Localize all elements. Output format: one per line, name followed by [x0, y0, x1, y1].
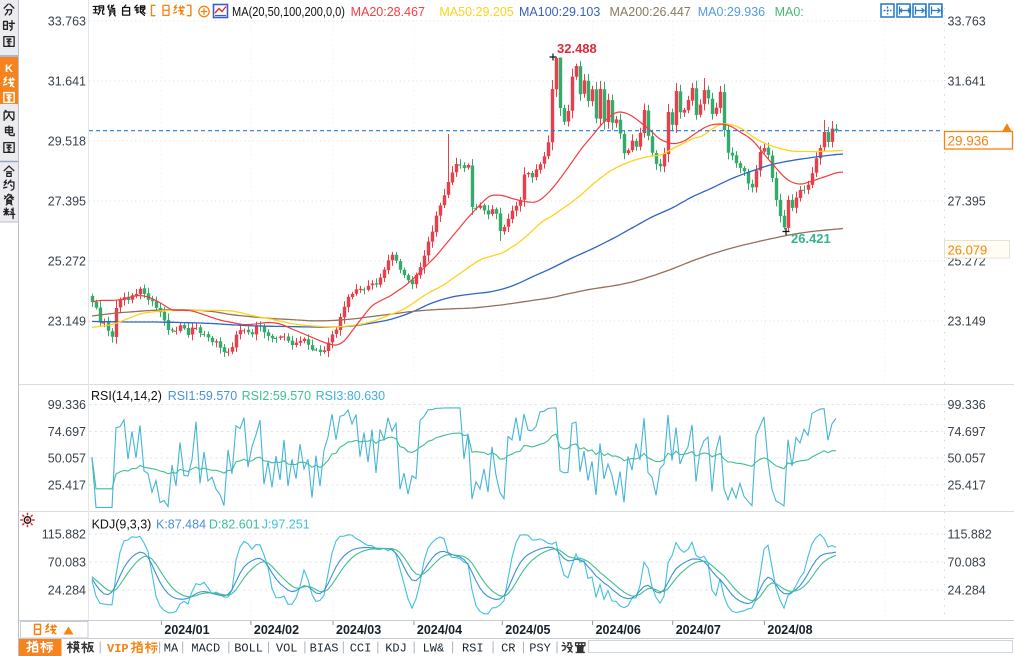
- svg-text:2024/01: 2024/01: [164, 623, 209, 637]
- svg-text:27.395: 27.395: [948, 195, 986, 209]
- svg-text:29.936: 29.936: [948, 134, 989, 149]
- svg-text:MA0:: MA0:: [775, 5, 804, 19]
- svg-text:31.641: 31.641: [948, 75, 986, 89]
- svg-text:MA100:29.103: MA100:29.103: [519, 5, 600, 19]
- svg-text:99.336: 99.336: [948, 398, 986, 412]
- svg-text:BIAS: BIAS: [310, 642, 339, 656]
- svg-text:50.057: 50.057: [948, 452, 986, 466]
- svg-text:CCI: CCI: [350, 642, 372, 656]
- svg-text:VOL: VOL: [276, 642, 298, 656]
- svg-text:25.272: 25.272: [48, 255, 86, 269]
- svg-text:KDJ(9,3,3): KDJ(9,3,3): [92, 518, 152, 532]
- svg-text:RSI(14,14,2): RSI(14,14,2): [91, 389, 162, 403]
- svg-text:50.057: 50.057: [48, 452, 86, 466]
- svg-text:70.083: 70.083: [48, 556, 86, 570]
- svg-text:26.421: 26.421: [791, 231, 831, 246]
- svg-text:RSI1:59.570: RSI1:59.570: [168, 389, 238, 403]
- svg-text:115.882: 115.882: [948, 528, 992, 542]
- svg-text:CR: CR: [501, 642, 515, 656]
- svg-text:2024/08: 2024/08: [767, 623, 812, 637]
- svg-text:MA20:28.467: MA20:28.467: [351, 5, 425, 19]
- svg-text:LW&: LW&: [423, 642, 445, 656]
- svg-text:70.083: 70.083: [948, 556, 986, 570]
- svg-text:24.284: 24.284: [948, 584, 986, 598]
- svg-text:MA200:26.447: MA200:26.447: [610, 5, 691, 19]
- svg-text:MA: MA: [164, 642, 179, 656]
- svg-text:2024/04: 2024/04: [417, 623, 462, 637]
- svg-text:MA(20,50,100,200,0,0): MA(20,50,100,200,0,0): [232, 5, 345, 19]
- svg-text:RSI: RSI: [462, 642, 484, 656]
- svg-text:MA50:29.205: MA50:29.205: [439, 5, 513, 19]
- svg-text:K: K: [5, 63, 13, 75]
- svg-text:VIP: VIP: [107, 642, 129, 656]
- svg-text:2024/03: 2024/03: [336, 623, 381, 637]
- svg-text:2024/07: 2024/07: [676, 623, 721, 637]
- svg-text:MACD: MACD: [191, 642, 220, 656]
- svg-text:33.763: 33.763: [948, 15, 986, 29]
- svg-text:MA0:29.936: MA0:29.936: [698, 5, 765, 19]
- svg-text:25.417: 25.417: [48, 479, 86, 493]
- svg-text:23.149: 23.149: [48, 315, 86, 329]
- svg-text:24.284: 24.284: [48, 584, 86, 598]
- svg-text:74.697: 74.697: [948, 425, 986, 439]
- svg-text:K:87.484: K:87.484: [156, 518, 206, 532]
- svg-text:33.763: 33.763: [48, 15, 86, 29]
- svg-text:27.395: 27.395: [48, 195, 86, 209]
- svg-text:99.336: 99.336: [48, 398, 86, 412]
- svg-text:2024/05: 2024/05: [505, 623, 550, 637]
- svg-text:26.079: 26.079: [948, 243, 988, 258]
- svg-text:74.697: 74.697: [48, 425, 86, 439]
- svg-text:RSI2:59.570: RSI2:59.570: [242, 389, 312, 403]
- svg-text:23.149: 23.149: [948, 315, 986, 329]
- svg-text:2024/02: 2024/02: [254, 623, 299, 637]
- svg-text:BOLL: BOLL: [234, 642, 263, 656]
- svg-text:31.641: 31.641: [48, 75, 86, 89]
- svg-text:J:97.251: J:97.251: [262, 518, 310, 532]
- svg-text:KDJ: KDJ: [385, 642, 407, 656]
- svg-text:32.488: 32.488: [557, 41, 597, 56]
- svg-text:29.518: 29.518: [48, 135, 86, 149]
- svg-text:RSI3:80.630: RSI3:80.630: [316, 389, 386, 403]
- svg-text:115.882: 115.882: [42, 528, 86, 542]
- svg-text:2024/06: 2024/06: [596, 623, 641, 637]
- svg-text:PSY: PSY: [529, 642, 551, 656]
- svg-text:D:82.601: D:82.601: [209, 518, 260, 532]
- svg-text:25.417: 25.417: [948, 479, 986, 493]
